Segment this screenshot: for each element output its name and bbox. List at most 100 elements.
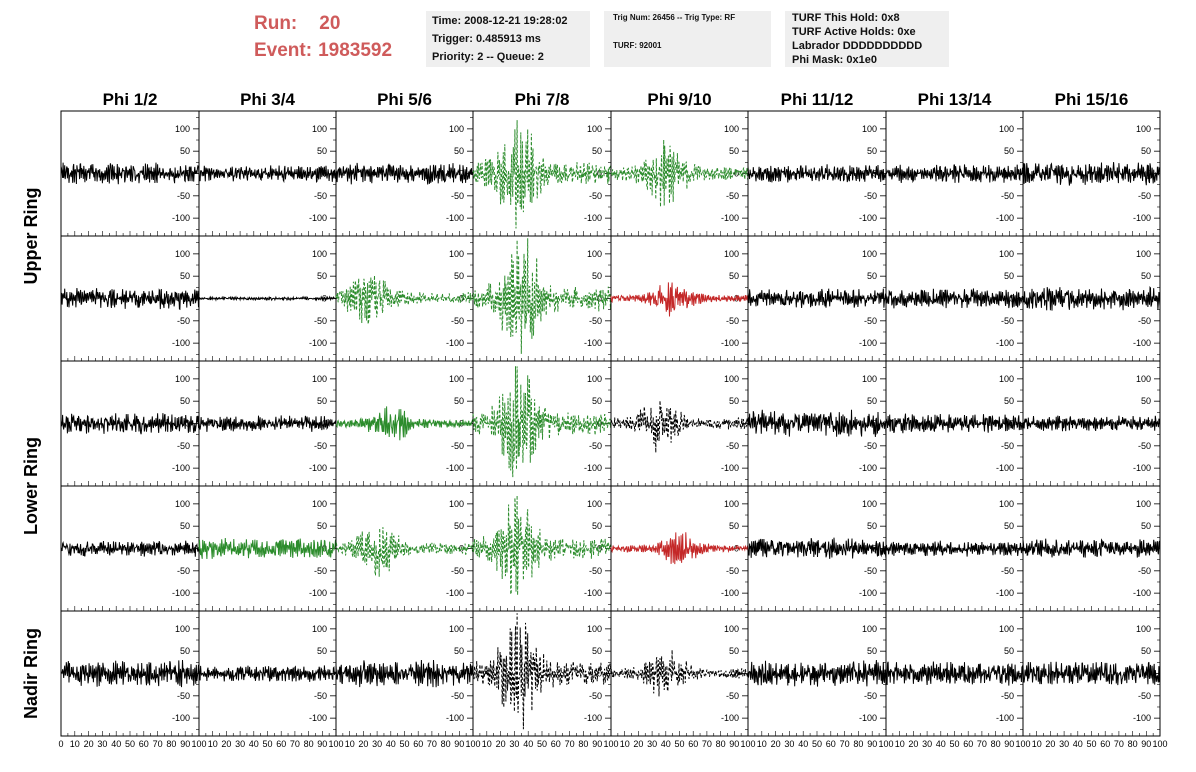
- x-tick-label: 30: [97, 739, 107, 749]
- x-tick-label: 90: [454, 739, 464, 749]
- y-tick-label: -100: [172, 213, 190, 223]
- y-tick-label: -50: [451, 566, 464, 576]
- waveform-trace: [885, 540, 1024, 557]
- x-tick-label: 40: [1073, 739, 1083, 749]
- y-tick-label: 50: [1141, 396, 1151, 406]
- x-tick-label: 30: [372, 739, 382, 749]
- y-tick-label: 50: [1004, 271, 1014, 281]
- x-tick-label: 90: [1004, 739, 1014, 749]
- x-tick-label: 80: [441, 739, 451, 749]
- waveform-trace: [748, 409, 887, 437]
- x-tick-label: 10: [620, 739, 630, 749]
- y-tick-label: 100: [587, 249, 602, 259]
- y-tick-label: -100: [584, 338, 602, 348]
- x-tick-label: 30: [647, 739, 657, 749]
- x-tick-label: 50: [399, 739, 409, 749]
- waveform-trace: [885, 661, 1024, 686]
- y-tick-label: -100: [859, 463, 877, 473]
- y-tick-label: -50: [726, 441, 739, 451]
- y-tick-label: 50: [729, 646, 739, 656]
- y-tick-label: 100: [862, 624, 877, 634]
- turf-line: TURF: 92001: [613, 41, 662, 50]
- y-tick-label: 100: [175, 624, 190, 634]
- waveform-trace: [60, 413, 200, 435]
- y-tick-label: 100: [449, 499, 464, 509]
- panel-frame: [472, 110, 612, 237]
- x-tick-label: 60: [963, 739, 973, 749]
- x-tick-label: 40: [661, 739, 671, 749]
- turf-this-hold-line: TURF This Hold: 0x8: [792, 12, 900, 24]
- y-tick-label: 50: [454, 521, 464, 531]
- waveform-trace: [60, 659, 200, 688]
- y-tick-label: -100: [1133, 713, 1151, 723]
- x-tick-label: 60: [1100, 739, 1110, 749]
- x-tick-label: 0: [58, 739, 63, 749]
- x-tick-label: 40: [386, 739, 396, 749]
- x-tick-label: 20: [358, 739, 368, 749]
- y-tick-label: -100: [996, 213, 1014, 223]
- y-tick-label: 100: [999, 249, 1014, 259]
- waveform-trace: [335, 162, 474, 185]
- waveform-trace: [60, 162, 200, 185]
- y-tick-label: 50: [180, 396, 190, 406]
- x-tick-label: 50: [262, 739, 272, 749]
- y-tick-label: 0: [597, 169, 602, 179]
- x-tick-label: 30: [784, 739, 794, 749]
- y-tick-label: -50: [451, 191, 464, 201]
- x-tick-label: 30: [922, 739, 932, 749]
- waveform-trace: [610, 649, 749, 697]
- y-tick-label: -100: [996, 588, 1014, 598]
- y-tick-label: 50: [180, 271, 190, 281]
- y-tick-label: 100: [1136, 624, 1151, 634]
- x-tick-label: 80: [853, 739, 863, 749]
- trig-num-line: Trig Num: 26456 -- Trig Type: RF: [613, 13, 736, 22]
- y-tick-label: -50: [589, 691, 602, 701]
- y-tick-label: 100: [862, 124, 877, 134]
- waveform-trace: [747, 288, 887, 309]
- y-tick-label: -50: [177, 691, 190, 701]
- waveform-trace: [472, 366, 612, 478]
- waveform-trace: [1022, 538, 1161, 558]
- run-line: Run: 20: [254, 10, 392, 37]
- y-tick-label: 100: [175, 124, 190, 134]
- x-tick-label: 10: [70, 739, 80, 749]
- y-tick-label: 100: [449, 124, 464, 134]
- y-tick-label: 0: [459, 169, 464, 179]
- x-tick-label: 70: [427, 739, 437, 749]
- waveform-trace: [1022, 162, 1161, 186]
- y-tick-label: -50: [1001, 316, 1014, 326]
- y-tick-label: 50: [317, 271, 327, 281]
- x-tick-label: 10: [1032, 739, 1042, 749]
- y-tick-label: -100: [721, 213, 739, 223]
- y-tick-label: -100: [1133, 463, 1151, 473]
- x-tick-label: 100: [603, 739, 618, 749]
- y-tick-label: -100: [446, 588, 464, 598]
- run-label: Run:: [254, 13, 298, 34]
- column-header: Phi 13/14: [918, 90, 992, 109]
- waveform-trace: [472, 613, 612, 730]
- y-tick-label: -100: [859, 338, 877, 348]
- y-tick-label: 100: [587, 499, 602, 509]
- y-tick-label: -100: [584, 463, 602, 473]
- x-tick-label: 80: [166, 739, 176, 749]
- x-tick-label: 20: [221, 739, 231, 749]
- x-tick-label: 90: [592, 739, 602, 749]
- y-tick-label: 100: [1136, 249, 1151, 259]
- y-tick-label: 50: [454, 146, 464, 156]
- y-tick-label: -50: [726, 191, 739, 201]
- waveform-trace: [472, 495, 612, 596]
- y-tick-label: 50: [867, 396, 877, 406]
- x-tick-label: 100: [1015, 739, 1030, 749]
- y-tick-label: -50: [451, 316, 464, 326]
- y-tick-label: 50: [180, 146, 190, 156]
- x-tick-label: 90: [729, 739, 739, 749]
- y-tick-label: -50: [864, 566, 877, 576]
- x-tick-label: 100: [465, 739, 480, 749]
- waveform-trace: [885, 164, 1024, 184]
- y-tick-label: 50: [729, 396, 739, 406]
- y-tick-label: 100: [999, 374, 1014, 384]
- y-tick-label: -100: [721, 338, 739, 348]
- x-tick-label: 20: [771, 739, 781, 749]
- y-tick-label: -50: [1001, 441, 1014, 451]
- y-tick-label: -50: [314, 191, 327, 201]
